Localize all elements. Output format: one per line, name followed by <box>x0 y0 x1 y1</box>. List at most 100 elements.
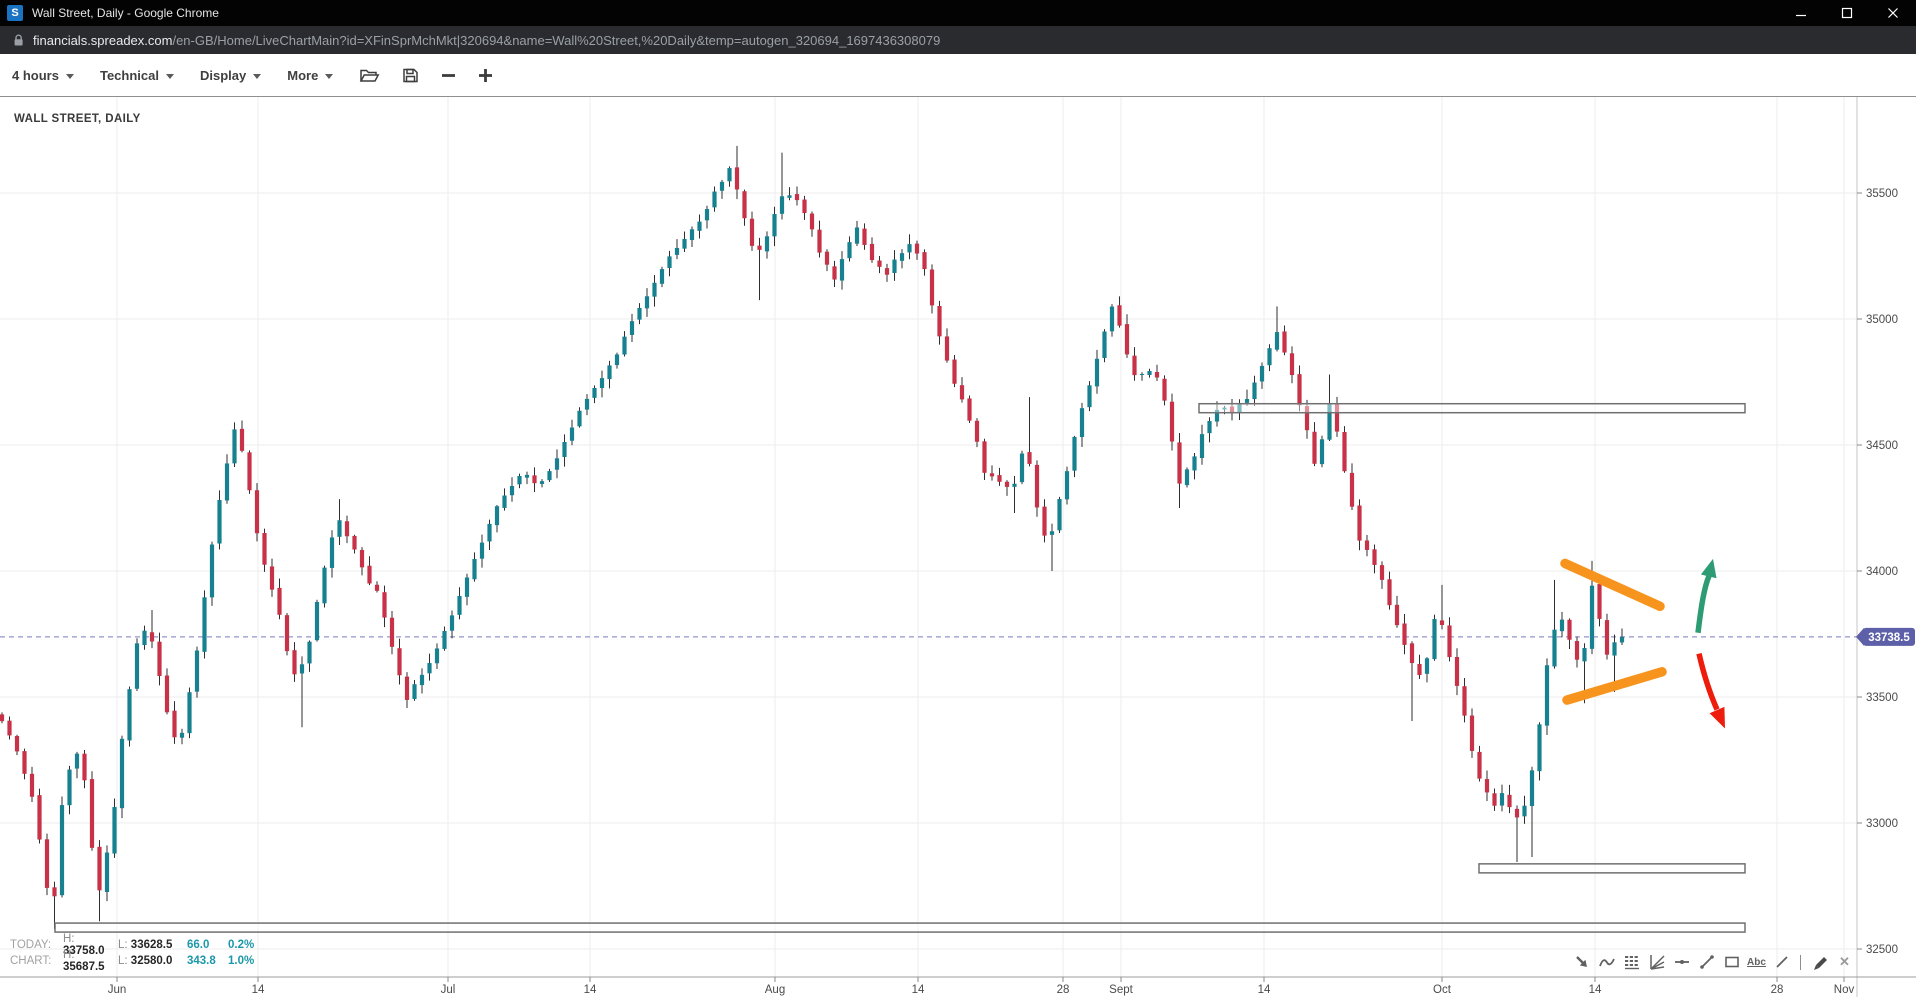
close-button[interactable] <box>1870 0 1916 26</box>
bull-candle <box>727 168 732 182</box>
drawing-toolbar: Abc ✕ <box>1572 952 1860 972</box>
display-dropdown[interactable]: Display <box>199 67 262 83</box>
rectangle-icon <box>1724 956 1739 968</box>
display-label: Display <box>199 67 247 83</box>
minus-icon <box>442 73 456 77</box>
bear-candle <box>929 269 935 306</box>
stats-label: TODAY: <box>10 939 52 951</box>
bull-candle <box>907 244 912 253</box>
bear-candle <box>914 243 920 254</box>
clear-drawings-button[interactable]: ✕ <box>1835 952 1854 972</box>
bear-candle <box>802 199 807 214</box>
bear-candle <box>1379 565 1385 580</box>
candlestick-chart[interactable]: 35500 35000 34500 34000 33500 33000 32500 Jun 14… <box>0 97 1916 997</box>
bear-candle <box>734 167 740 190</box>
maximize-button[interactable] <box>1824 0 1870 26</box>
more-dropdown[interactable]: More <box>287 68 334 83</box>
bull-candle <box>697 221 702 231</box>
bear-candle <box>1597 584 1602 619</box>
horizontal-line-tool[interactable] <box>1672 952 1691 972</box>
bull-candle <box>299 664 305 674</box>
bear-candle <box>959 385 965 400</box>
resistance-zone[interactable] <box>1198 402 1746 414</box>
bull-candle <box>1222 407 1227 410</box>
bull-candle <box>1327 404 1332 440</box>
bull-candle <box>539 481 545 484</box>
bear-candle <box>1394 604 1400 626</box>
green-up-arrowhead[interactable] <box>1700 558 1717 579</box>
bull-candle <box>307 641 312 664</box>
bull-candle <box>1049 531 1055 535</box>
zoom-out-button[interactable] <box>441 68 456 83</box>
price-badge-pointer <box>1856 627 1864 646</box>
bull-candle <box>464 577 470 597</box>
save-chart-button[interactable] <box>402 67 419 84</box>
bull-candle <box>1537 724 1542 772</box>
red-down-arrow[interactable] <box>1696 653 1720 711</box>
y-axis-label: 35000 <box>1866 314 1898 326</box>
fibonacci-tool[interactable] <box>1622 952 1641 972</box>
freehand-tool[interactable] <box>1810 952 1829 972</box>
bear-candle <box>239 428 245 451</box>
zoom-in-button[interactable] <box>478 68 493 83</box>
technical-label: Technical <box>99 67 159 83</box>
orange-trendline[interactable] <box>1562 667 1667 705</box>
bear-candle <box>0 714 5 722</box>
bull-candle <box>614 354 620 366</box>
lock-icon <box>14 34 23 46</box>
minimize-button[interactable] <box>1778 0 1824 26</box>
bear-candle <box>1004 481 1010 487</box>
bull-candle <box>1214 409 1220 422</box>
stats-label: CHART: <box>10 955 52 967</box>
bull-candle <box>682 238 687 249</box>
bull-candle <box>764 236 770 252</box>
bear-candle <box>1469 715 1475 751</box>
line-tool[interactable] <box>1772 952 1791 972</box>
support-zone-low[interactable] <box>54 922 1746 933</box>
bear-candle <box>157 641 162 676</box>
bull-candle <box>74 753 80 769</box>
timeframe-dropdown[interactable]: 4 hours <box>12 68 74 83</box>
stats-row-chart: CHART: H: 35687.5 L: 32580.0 343.8 1.0% <box>10 949 288 973</box>
bull-candle <box>1267 348 1272 366</box>
red-down-arrowhead[interactable] <box>1709 706 1725 729</box>
bear-candle <box>1507 794 1512 808</box>
plus-icon <box>479 68 493 82</box>
pointer-tool[interactable] <box>1572 952 1591 972</box>
technical-dropdown[interactable]: Technical <box>100 68 174 83</box>
text-tool[interactable]: Abc <box>1747 952 1766 972</box>
trendline-tool[interactable] <box>1697 952 1716 972</box>
bear-candle <box>862 228 867 245</box>
bull-candle <box>1424 658 1430 674</box>
bull-candle <box>704 209 710 221</box>
bear-candle <box>97 846 102 891</box>
address-bar[interactable]: financials.spreadex.com/en-GB/Home/LiveC… <box>0 26 1916 54</box>
bear-candle <box>277 587 282 615</box>
bull-candle <box>329 537 335 568</box>
fan-tool[interactable] <box>1647 952 1666 972</box>
support-zone-mid[interactable] <box>1478 863 1746 874</box>
bear-candle <box>869 243 875 261</box>
orange-trendline[interactable] <box>1560 558 1665 612</box>
window-title: Wall Street, Daily - Google Chrome <box>32 6 219 20</box>
curve-tool[interactable] <box>1597 952 1616 972</box>
bear-candle <box>1492 793 1497 806</box>
bear-candle <box>292 650 297 675</box>
bear-candle <box>1454 656 1460 686</box>
bear-candle <box>1124 324 1130 355</box>
bear-candle <box>22 751 27 774</box>
bull-candle <box>134 643 140 689</box>
green-up-arrow[interactable] <box>1695 574 1712 634</box>
bear-candle <box>1484 779 1490 793</box>
stats-low: L: 32580.0 <box>118 955 173 967</box>
bull-candle <box>1432 619 1437 660</box>
bear-candle <box>1387 579 1392 606</box>
bear-candle <box>14 735 20 752</box>
bull-candle <box>1522 805 1527 817</box>
rectangle-tool[interactable] <box>1722 952 1741 972</box>
open-chart-button[interactable] <box>359 67 380 84</box>
bull-candle <box>217 500 222 544</box>
bear-candle <box>1289 353 1295 376</box>
bear-candle <box>7 720 12 736</box>
bull-candle <box>1252 382 1257 400</box>
